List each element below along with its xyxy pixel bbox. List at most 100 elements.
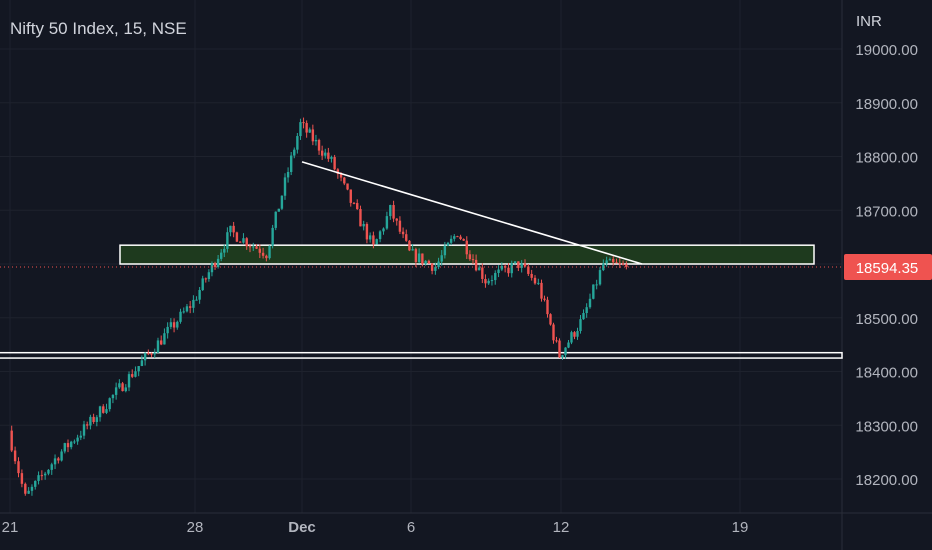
candle-body bbox=[195, 299, 198, 301]
candle-body bbox=[434, 267, 437, 271]
candle-body bbox=[494, 272, 497, 281]
candle-body bbox=[408, 240, 411, 251]
candle-body bbox=[92, 416, 95, 422]
x-tick-label: 12 bbox=[553, 519, 570, 536]
candle-body bbox=[368, 235, 372, 240]
candle-body bbox=[421, 253, 424, 264]
candle-body bbox=[533, 277, 537, 284]
candle-body bbox=[289, 155, 293, 172]
candle-body bbox=[555, 340, 558, 342]
y-tick-label: 18700.00 bbox=[855, 203, 918, 220]
y-tick-label: 18800.00 bbox=[855, 150, 918, 167]
candle-body bbox=[245, 238, 248, 247]
candle-body bbox=[232, 225, 235, 233]
candle-body bbox=[302, 122, 305, 124]
candle-body bbox=[487, 280, 490, 284]
candle-body bbox=[296, 136, 299, 150]
x-tick-label: 21 bbox=[2, 519, 19, 536]
candle-body bbox=[17, 461, 20, 474]
candle-body bbox=[160, 340, 163, 345]
candle-body bbox=[585, 307, 588, 314]
candle-body bbox=[95, 417, 99, 422]
candle-body bbox=[76, 437, 79, 442]
candle-body bbox=[73, 441, 76, 443]
candle-body bbox=[579, 319, 582, 332]
candle-body bbox=[98, 406, 102, 418]
candle-body bbox=[169, 322, 173, 327]
candle-body bbox=[34, 480, 37, 487]
trendline[interactable] bbox=[301, 161, 643, 265]
candle-body bbox=[311, 129, 315, 142]
candle-body bbox=[182, 311, 185, 313]
candle-body bbox=[543, 298, 546, 300]
candle-body bbox=[143, 353, 147, 361]
candle-body bbox=[204, 278, 207, 280]
candle-body bbox=[540, 282, 543, 299]
candle-body bbox=[114, 387, 118, 395]
candle-body bbox=[392, 205, 395, 219]
candle-body bbox=[437, 261, 440, 268]
last-price-label: 18594.35 bbox=[856, 260, 919, 277]
candle-body bbox=[372, 235, 375, 245]
candle-body bbox=[317, 139, 321, 151]
candle-body bbox=[271, 227, 274, 246]
candle-body bbox=[625, 264, 628, 268]
candle-body bbox=[513, 261, 517, 264]
candle-body bbox=[570, 332, 573, 343]
candle-body bbox=[507, 267, 510, 274]
candle-body bbox=[453, 236, 456, 239]
candle-body bbox=[567, 342, 570, 348]
candle-body bbox=[398, 220, 402, 232]
candle-body bbox=[343, 177, 346, 184]
candle-body bbox=[140, 360, 144, 367]
candle-body bbox=[537, 282, 540, 284]
candle-body bbox=[339, 173, 343, 178]
candle-body bbox=[395, 218, 398, 221]
candle-body bbox=[552, 324, 555, 341]
candle-body bbox=[248, 246, 252, 248]
candle-body bbox=[30, 486, 34, 491]
candle-body bbox=[523, 263, 527, 267]
symbol-title[interactable]: Nifty 50 Index, 15, NSE bbox=[10, 19, 187, 38]
candle-body bbox=[20, 473, 24, 484]
candle-body bbox=[63, 443, 66, 452]
candle-body bbox=[592, 284, 595, 299]
candle-body bbox=[137, 366, 140, 372]
candle-body bbox=[618, 263, 621, 265]
candle-body bbox=[70, 441, 73, 448]
candle-body bbox=[10, 430, 13, 451]
candle-body bbox=[449, 238, 453, 243]
candle-body bbox=[13, 450, 17, 462]
candle-body bbox=[242, 238, 245, 243]
candle-body bbox=[573, 332, 576, 337]
candle-body bbox=[468, 254, 472, 260]
candle-body bbox=[213, 263, 217, 267]
candle-body bbox=[60, 451, 63, 461]
candle-body bbox=[57, 458, 60, 461]
currency-label: INR bbox=[856, 13, 882, 30]
candle-body bbox=[283, 177, 287, 196]
candle-body bbox=[277, 208, 281, 212]
candle-body bbox=[427, 260, 431, 264]
candle-body bbox=[299, 122, 302, 137]
candle-body bbox=[66, 443, 70, 448]
candle-body bbox=[238, 241, 242, 243]
support-zone[interactable] bbox=[0, 351, 843, 359]
candle-body bbox=[356, 203, 359, 210]
candle-body bbox=[621, 263, 625, 265]
candle-body bbox=[314, 139, 318, 142]
candle-body bbox=[333, 157, 336, 170]
candle-body bbox=[102, 406, 105, 413]
candle-body bbox=[510, 263, 513, 274]
candle-body bbox=[198, 290, 201, 300]
candle-body bbox=[258, 248, 262, 253]
candle-body bbox=[520, 263, 523, 268]
candle-body bbox=[359, 209, 362, 227]
candle-body bbox=[382, 228, 385, 232]
candle-body bbox=[608, 259, 612, 261]
candle-body bbox=[131, 374, 134, 377]
candle-body bbox=[576, 331, 579, 337]
